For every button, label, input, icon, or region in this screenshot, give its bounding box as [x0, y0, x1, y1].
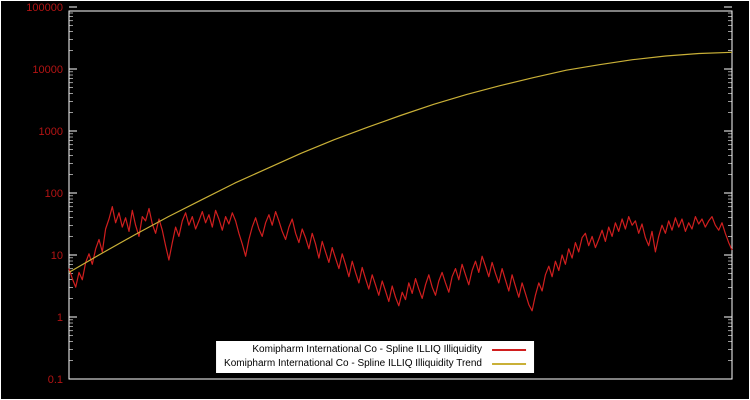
y-tick-label: 100000 [26, 2, 63, 14]
y-tick-label: 1 [57, 312, 63, 324]
legend: Komipharm International Co - Spline ILLI… [216, 341, 534, 373]
y-tick-label: 0.1 [48, 374, 63, 386]
y-tick-label: 100 [45, 188, 63, 200]
legend-entry-illiquidity: Komipharm International Co - Spline ILLI… [224, 344, 526, 356]
y-tick-label: 10000 [32, 64, 63, 76]
y-tick-label: 10 [51, 250, 63, 262]
legend-line-sample-yellow [491, 363, 526, 365]
plot-frame [68, 10, 733, 380]
legend-line-sample-red [491, 349, 526, 351]
legend-label-trend: Komipharm International Co - Spline ILLI… [224, 358, 482, 369]
legend-label-illiquidity: Komipharm International Co - Spline ILLI… [252, 344, 482, 355]
series-line-1 [68, 51, 733, 273]
y-tick-label: 1000 [39, 126, 63, 138]
series-line-0 [68, 206, 733, 312]
legend-entry-trend: Komipharm International Co - Spline ILLI… [224, 358, 526, 370]
